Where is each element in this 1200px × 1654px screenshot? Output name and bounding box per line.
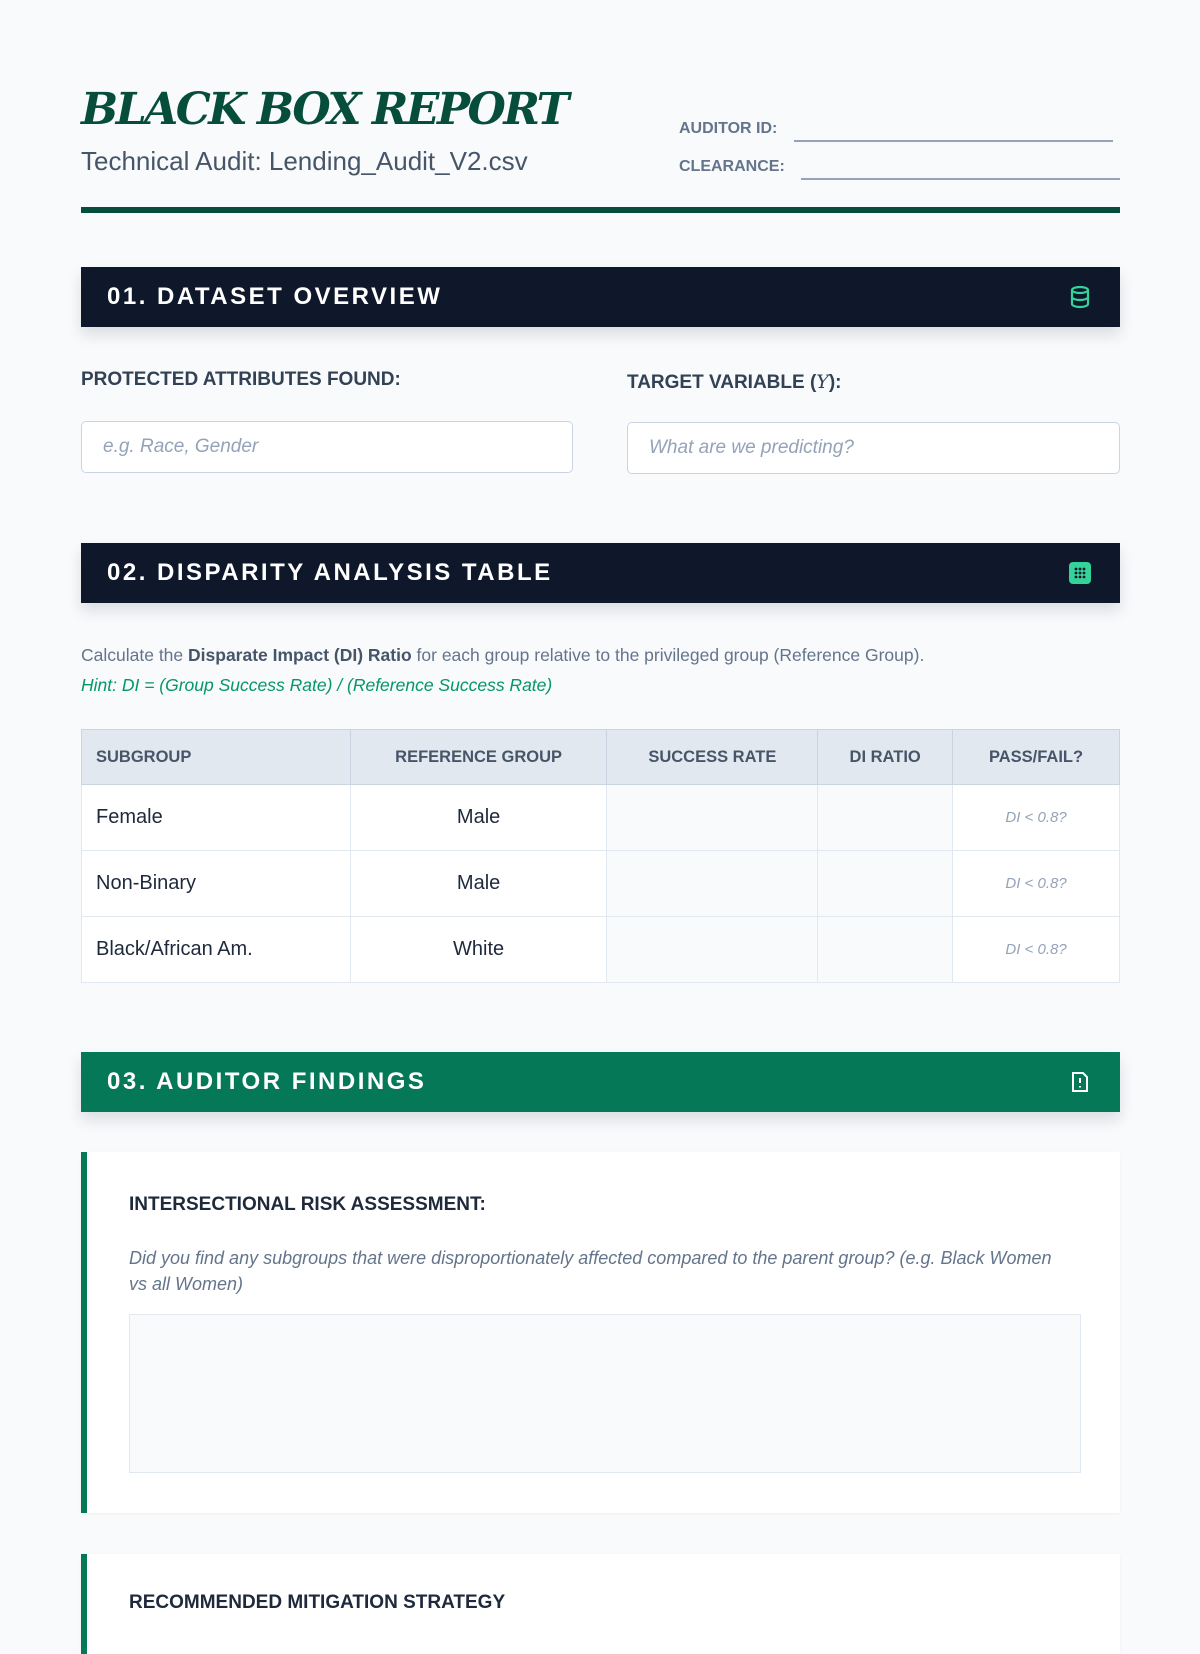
column-header: SUCCESS RATE — [606, 729, 819, 785]
report-title: BLACK BOX REPORT — [81, 84, 569, 135]
subgroup-cell: Female — [81, 784, 351, 851]
auditor-id-label: AUDITOR ID: — [679, 120, 778, 137]
reference-cell: White — [349, 916, 608, 983]
section-title: 02. DISPARITY ANALYSIS TABLE — [107, 559, 553, 586]
disparity-table: SUBGROUP REFERENCE GROUP SUCCESS RATE DI… — [81, 729, 1120, 983]
table-row: Non-Binary Male DI < 0.8? — [81, 850, 1120, 917]
pass-fail-input[interactable]: DI < 0.8? — [952, 784, 1120, 851]
di-ratio-input[interactable] — [817, 784, 954, 851]
table-grid-icon — [1069, 562, 1091, 584]
column-header: SUBGROUP — [81, 729, 351, 785]
table-header-row: SUBGROUP REFERENCE GROUP SUCCESS RATE DI… — [81, 729, 1120, 785]
success-rate-input[interactable] — [606, 784, 819, 851]
protected-attributes-label: PROTECTED ATTRIBUTES FOUND: — [81, 369, 401, 390]
clearance-label: CLEARANCE: — [679, 158, 785, 175]
section-dataset-overview: 01. DATASET OVERVIEW — [81, 267, 1120, 327]
pass-fail-input[interactable]: DI < 0.8? — [952, 916, 1120, 983]
pass-fail-input[interactable]: DI < 0.8? — [952, 850, 1120, 917]
column-header: DI RATIO — [817, 729, 954, 785]
mitigation-strategy-title: RECOMMENDED MITIGATION STRATEGY — [129, 1592, 506, 1613]
table-row: Female Male DI < 0.8? — [81, 784, 1120, 851]
reference-cell: Male — [349, 784, 608, 851]
section-title: 01. DATASET OVERVIEW — [107, 283, 443, 310]
subgroup-cell: Black/African Am. — [81, 916, 351, 983]
intersectional-risk-textarea[interactable] — [129, 1314, 1081, 1473]
mitigation-strategy-card: RECOMMENDED MITIGATION STRATEGY — [81, 1554, 1120, 1654]
subgroup-cell: Non-Binary — [81, 850, 351, 917]
file-alert-icon — [1072, 1072, 1088, 1092]
target-variable-label: TARGET VARIABLE (Y): — [627, 371, 842, 393]
database-icon — [1070, 285, 1090, 309]
section-disparity-analysis: 02. DISPARITY ANALYSIS TABLE — [81, 543, 1120, 603]
intersectional-risk-card: INTERSECTIONAL RISK ASSESSMENT: Did you … — [81, 1152, 1120, 1513]
disparity-description: Calculate the Disparate Impact (DI) Rati… — [81, 645, 925, 665]
section-auditor-findings: 03. AUDITOR FINDINGS — [81, 1052, 1120, 1112]
report-subtitle: Technical Audit: Lending_Audit_V2.csv — [81, 146, 528, 176]
clearance-field[interactable] — [801, 178, 1120, 180]
column-header: PASS/FAIL? — [952, 729, 1120, 785]
target-variable-input[interactable]: What are we predicting? — [627, 422, 1120, 474]
success-rate-input[interactable] — [606, 850, 819, 917]
protected-attributes-input[interactable]: e.g. Race, Gender — [81, 421, 573, 473]
table-row: Black/African Am. White DI < 0.8? — [81, 916, 1120, 983]
success-rate-input[interactable] — [606, 916, 819, 983]
intersectional-risk-title: INTERSECTIONAL RISK ASSESSMENT: — [129, 1194, 486, 1215]
header-divider — [81, 207, 1120, 213]
disparity-hint: Hint: DI = (Group Success Rate) / (Refer… — [81, 675, 553, 695]
reference-cell: Male — [349, 850, 608, 917]
section-title: 03. AUDITOR FINDINGS — [107, 1068, 427, 1095]
intersectional-risk-prompt: Did you find any subgroups that were dis… — [129, 1248, 1052, 1294]
di-ratio-input[interactable] — [817, 916, 954, 983]
column-header: REFERENCE GROUP — [349, 729, 608, 785]
auditor-id-field[interactable] — [794, 140, 1113, 142]
di-ratio-input[interactable] — [817, 850, 954, 917]
